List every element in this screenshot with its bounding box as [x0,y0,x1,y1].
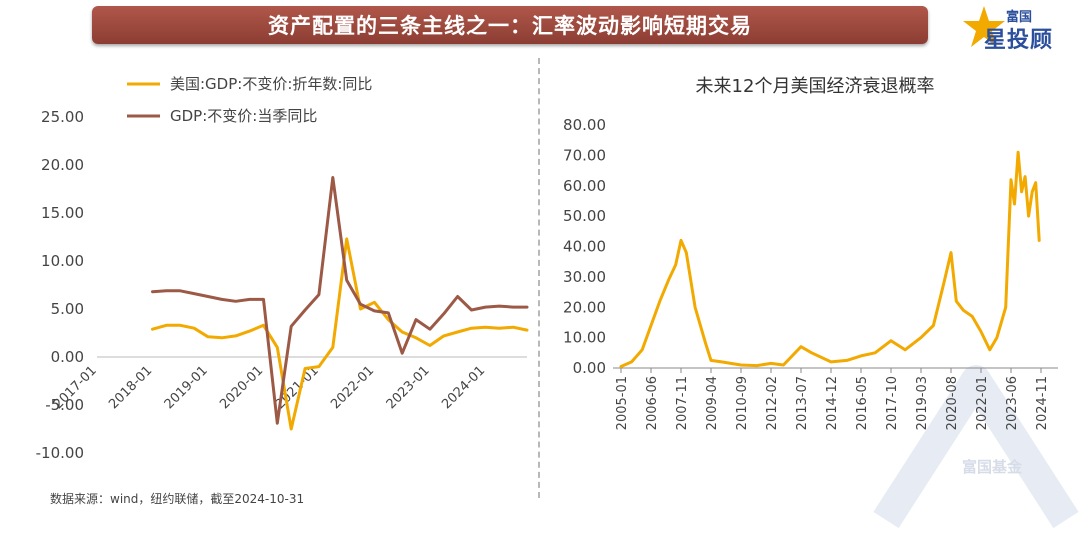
legend-label-1: 美国:GDP:不变价:折年数:同比 [170,75,372,93]
y-tick-label: 70.00 [563,146,606,164]
x-tick-label: 2006-06 [645,376,660,430]
x-tick-label: 2019-03 [915,376,930,430]
logo-top-text: 富国 [1006,10,1033,25]
x-tick-label: 2012-02 [765,376,780,430]
x-tick-label: 2013-07 [795,376,810,430]
legend-label-2: GDP:不变价:当季同比 [170,107,317,125]
y-tick-label: 15.00 [41,204,84,222]
y-tick-label: 10.00 [563,329,606,347]
watermark-text: 富国基金 [962,458,1023,476]
series-line-1 [619,150,1041,368]
panel-divider [538,58,540,498]
y-tick-label: 60.00 [563,177,606,195]
x-tick-label: 2005-01 [615,376,630,430]
x-tick-label: 2007-11 [675,376,690,430]
brand-logo: 富国 星投顾 [962,4,1074,53]
title-banner: 资产配置的三条主线之一：汇率波动影响短期交易 [92,6,928,44]
gdp-growth-chart: 25.0020.0015.0010.005.000.00-5.00-10.002… [36,75,529,462]
y-tick-label: 80.00 [563,116,606,134]
x-tick-label: 2014-12 [825,376,840,430]
recession-probability-chart: 未来12个月美国经济衰退概率 80.00 70.00 60.00 50.00 40.00 3… [563,76,1058,430]
x-tick-label: 2016-05 [855,376,870,430]
y-tick-label: -5.00 [45,396,84,414]
x-tick-label: 2020-08 [945,376,960,430]
logo-main-text: 星投顾 [984,28,1054,53]
x-tick-label: 2010-09 [735,376,750,430]
y-tick-label: 40.00 [563,238,606,256]
series-line-1 [151,237,529,431]
x-tick-label: 2024-11 [1035,376,1050,430]
x-tick-label: 2022-01 [975,376,990,430]
chart-title: 未来12个月美国经济衰退概率 [696,76,935,97]
star-icon [963,6,1005,47]
y-tick-label: 30.00 [563,268,606,286]
x-tick-label: 2023-06 [1005,376,1020,430]
y-tick-label: 5.00 [51,300,84,318]
y-tick-label: 0.00 [573,359,606,377]
x-tick-label: 2017-10 [885,376,900,430]
y-tick-label: -10.00 [36,444,84,462]
watermark-logo-icon [873,365,1079,529]
data-source-note: 数据来源：wind，纽约联储，截至2024-10-31 [50,492,305,506]
series-line-2 [151,176,529,425]
y-tick-label: 20.00 [563,298,606,316]
banner-title: 资产配置的三条主线之一：汇率波动影响短期交易 [268,14,752,38]
y-tick-label: 0.00 [51,348,84,366]
y-tick-label: 50.00 [563,207,606,225]
y-tick-label: 25.00 [41,108,84,126]
y-tick-label: 20.00 [41,156,84,174]
x-tick-label: 2009-04 [705,376,720,430]
y-tick-label: 10.00 [41,252,84,270]
